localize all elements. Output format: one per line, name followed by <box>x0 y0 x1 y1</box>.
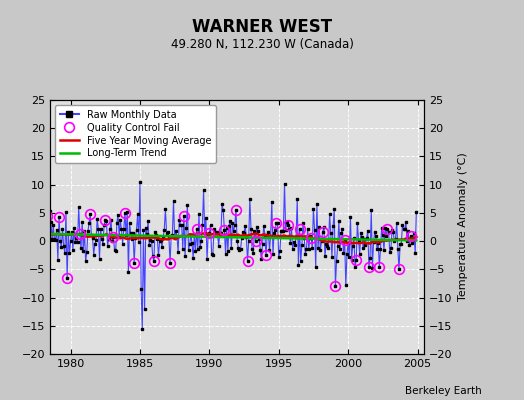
Legend: Raw Monthly Data, Quality Control Fail, Five Year Moving Average, Long-Term Tren: Raw Monthly Data, Quality Control Fail, … <box>54 105 216 163</box>
Text: WARNER WEST: WARNER WEST <box>192 18 332 36</box>
Text: 49.280 N, 112.230 W (Canada): 49.280 N, 112.230 W (Canada) <box>171 38 353 51</box>
Text: Berkeley Earth: Berkeley Earth <box>406 386 482 396</box>
Y-axis label: Temperature Anomaly (°C): Temperature Anomaly (°C) <box>458 153 468 301</box>
